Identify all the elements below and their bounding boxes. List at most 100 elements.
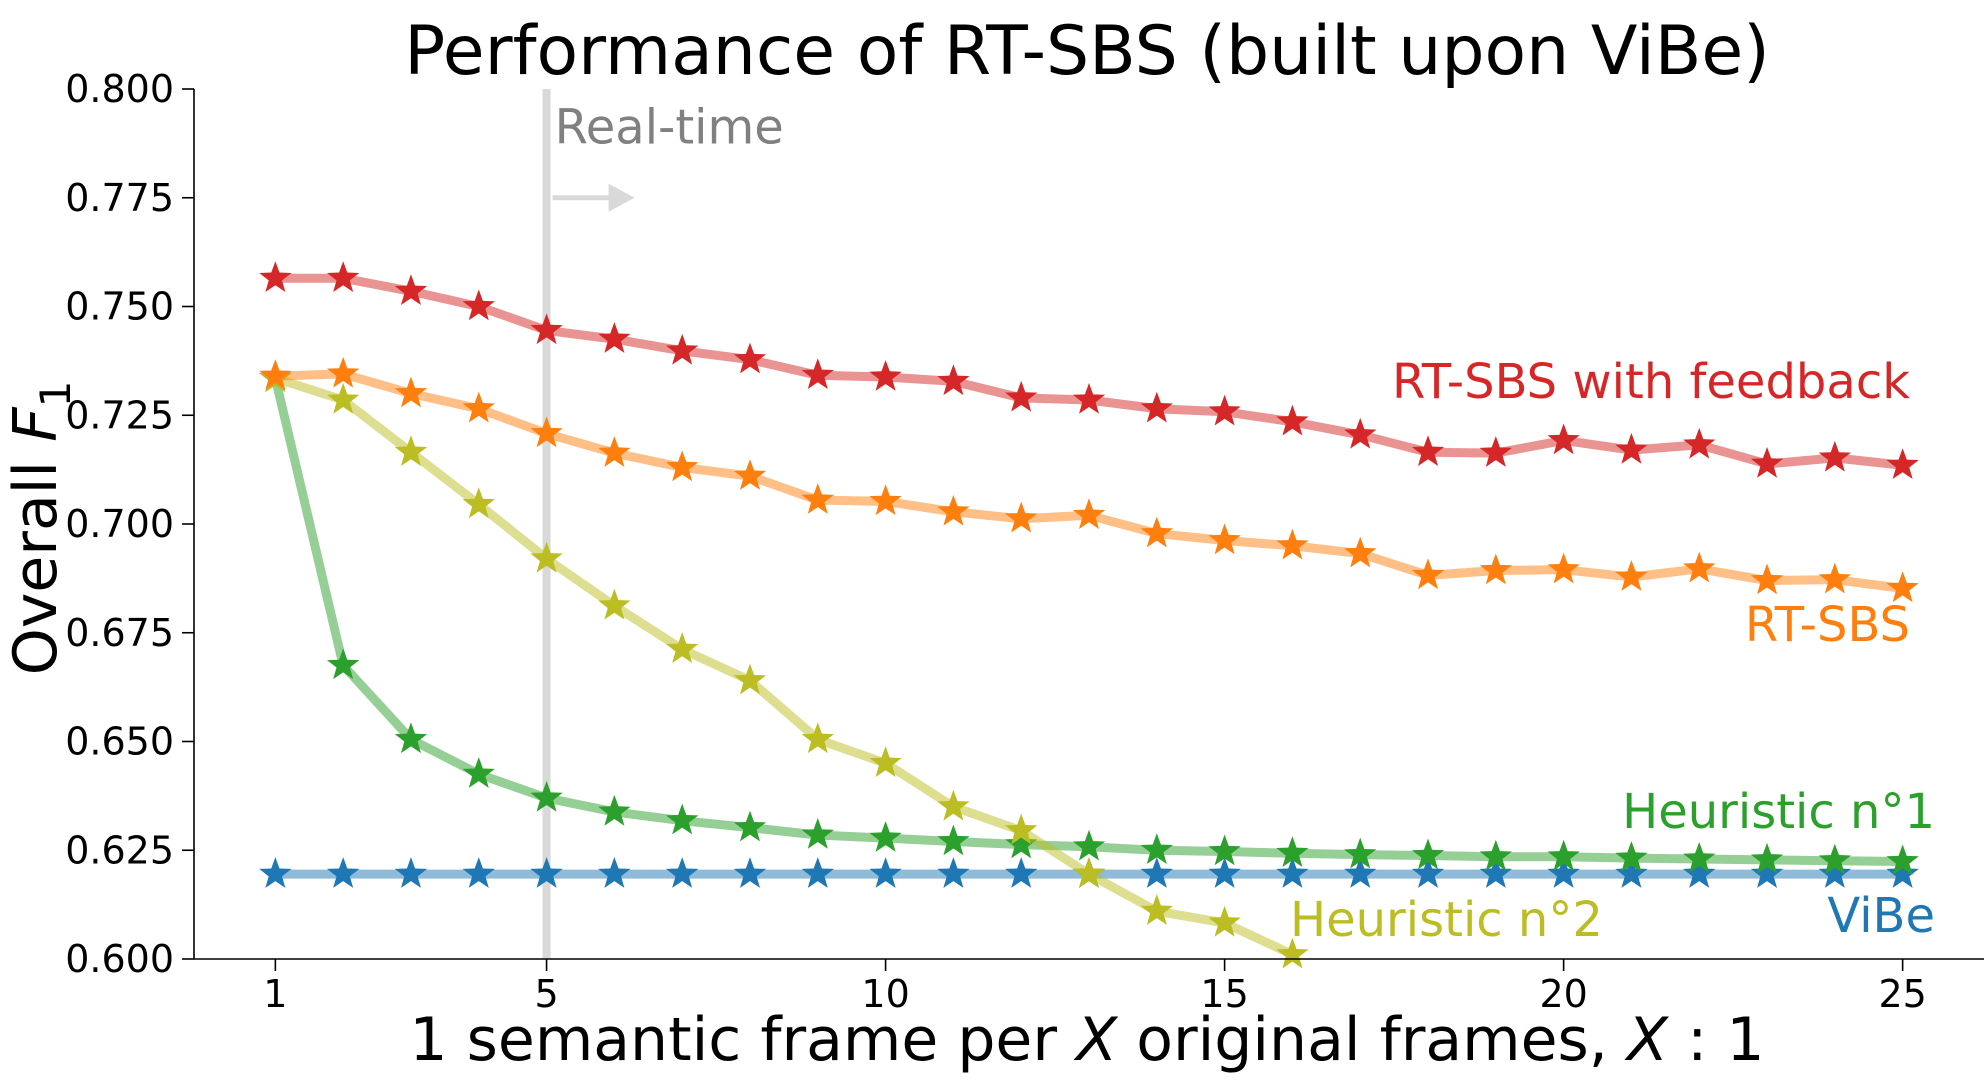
data-point-star <box>937 494 970 526</box>
series-line <box>270 373 1297 960</box>
data-point-star <box>327 356 360 388</box>
data-point-star <box>1276 404 1309 436</box>
data-point-star <box>1276 937 1309 969</box>
x-ticks: 1 5 10 15 20 25 <box>263 959 1927 1016</box>
y-tick-label: 0.700 <box>65 502 174 546</box>
data-point-star <box>1208 857 1241 888</box>
data-point-star <box>1547 857 1580 888</box>
y-tick-label: 0.725 <box>65 393 174 437</box>
data-point-star <box>394 857 428 888</box>
y-tick-label: 0.625 <box>65 828 174 872</box>
realtime-label: Real-time <box>555 99 784 155</box>
data-point-star <box>327 383 360 414</box>
data-point-star <box>598 588 631 620</box>
data-point-star <box>1072 829 1106 861</box>
series-label-vibe: ViBe <box>1827 888 1935 944</box>
series-label-heuristic-n-1: Heuristic n°1 <box>1622 784 1935 840</box>
data-point-star <box>462 757 495 788</box>
data-point-star <box>1886 571 1919 603</box>
data-point-star <box>394 274 428 306</box>
data-point-star <box>327 857 360 888</box>
data-point-star <box>462 857 495 888</box>
data-point-star <box>937 857 970 888</box>
series-layer <box>259 261 1919 969</box>
data-point-star <box>733 810 767 842</box>
data-point-star <box>869 821 902 852</box>
data-point-star <box>1411 857 1445 888</box>
data-point-star <box>733 342 767 374</box>
data-point-star <box>1479 839 1512 871</box>
data-point-star <box>394 376 428 408</box>
x-tick-label: 5 <box>534 972 558 1016</box>
data-point-star <box>1818 857 1851 888</box>
realtime-arrow-icon <box>552 183 635 212</box>
data-point-star <box>1005 827 1038 859</box>
series-labels: ViBe Heuristic n°1 Heuristic n°2 RT-SBS RT-S… <box>1290 354 1935 948</box>
data-point-star <box>1344 837 1377 869</box>
x-tick-label: 10 <box>861 972 909 1016</box>
data-point-star <box>1411 558 1445 590</box>
data-point-star <box>530 781 563 812</box>
data-point-star <box>598 857 631 888</box>
data-point-star <box>462 487 495 519</box>
x-axis-label-part: 1 semantic frame per <box>409 1005 1076 1075</box>
data-point-star <box>801 857 834 888</box>
y-axis-label-subscript: 1 <box>31 381 80 408</box>
data-point-star <box>1818 562 1851 594</box>
data-point-star <box>1072 498 1106 530</box>
realtime-vline <box>542 89 551 959</box>
data-point-star <box>666 450 699 482</box>
data-point-star <box>530 313 563 345</box>
data-point-star <box>1479 553 1512 585</box>
y-tick-label: 0.775 <box>65 176 174 220</box>
data-point-star <box>1005 813 1038 845</box>
axes: 0.600 0.625 0.650 0.675 0.700 0.725 0.750 0.775… <box>65 67 1984 1016</box>
data-point-star <box>801 483 834 514</box>
data-point-star <box>259 359 292 390</box>
arrow-head <box>608 183 635 212</box>
data-point-star <box>1547 839 1580 871</box>
data-point-star <box>801 358 834 389</box>
y-axis-label: Overall F1 <box>1 381 80 676</box>
data-point-star <box>1208 905 1241 937</box>
series-rt-sbs-with-feedback <box>259 261 1919 480</box>
data-point-star <box>666 803 699 835</box>
data-point-star <box>1886 857 1919 888</box>
data-point-star <box>1344 536 1377 568</box>
data-point-star <box>1886 844 1919 876</box>
data-point-star <box>1140 894 1173 925</box>
data-point-star <box>1344 417 1377 449</box>
data-point-star <box>1140 516 1173 548</box>
x-axis-label-part: : 1 <box>1668 1005 1765 1075</box>
data-point-star <box>530 416 563 448</box>
data-point-star <box>733 663 767 695</box>
x-tick-label: 1 <box>263 972 287 1016</box>
series-heuristic-n-2 <box>259 361 1309 969</box>
data-point-star <box>462 391 495 423</box>
x-tick-label: 25 <box>1878 972 1926 1016</box>
data-point-star <box>1479 857 1512 888</box>
data-point-star <box>1615 560 1648 591</box>
data-point-star <box>598 794 631 826</box>
data-point-star <box>733 459 767 490</box>
chart-title: Performance of RT-SBS (built upon ViBe) <box>404 12 1770 91</box>
data-point-star <box>869 359 902 391</box>
y-ticks: 0.600 0.625 0.650 0.675 0.700 0.725 0.750 0.775… <box>65 67 194 981</box>
x-axis-label-part: original frames, <box>1117 1005 1627 1075</box>
data-point-star <box>1208 834 1241 866</box>
data-point-star <box>1140 833 1173 864</box>
x-tick-label: 15 <box>1200 972 1248 1016</box>
y-axis-label-var: F <box>1 406 71 442</box>
data-point-star <box>1615 433 1648 464</box>
data-point-star <box>394 722 428 754</box>
series-label-heuristic-n-2: Heuristic n°2 <box>1290 892 1603 948</box>
data-point-star <box>1276 528 1309 560</box>
y-axis-label-part: Overall <box>1 442 71 676</box>
data-point-star <box>598 436 631 467</box>
x-axis-label-var: X <box>1624 1005 1670 1075</box>
data-point-star <box>1750 446 1784 478</box>
x-tick-label: 20 <box>1539 972 1587 1016</box>
data-point-star <box>1072 857 1106 888</box>
data-point-star <box>1479 436 1512 467</box>
data-point-star <box>1750 842 1784 874</box>
